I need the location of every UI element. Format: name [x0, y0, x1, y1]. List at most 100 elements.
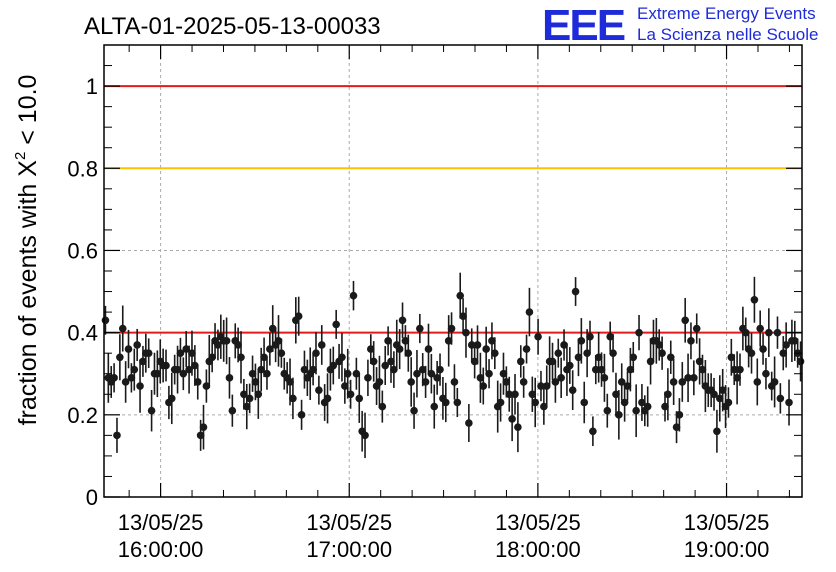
x-tick-time-label: 18:00:00	[495, 537, 581, 562]
data-point	[228, 406, 237, 415]
data-point	[741, 328, 750, 337]
data-points	[101, 272, 805, 459]
data-point	[554, 349, 563, 357]
data-point	[387, 357, 395, 366]
data-point	[251, 378, 260, 386]
data-point	[756, 324, 764, 333]
data-point	[309, 365, 317, 374]
data-point	[632, 406, 640, 415]
y-tick-label: 0.4	[67, 321, 98, 346]
data-point	[785, 398, 793, 407]
data-point	[736, 365, 744, 374]
data-point	[222, 337, 231, 345]
x-tick-time-label: 17:00:00	[306, 537, 392, 562]
data-point	[661, 402, 669, 411]
y-axis-label: fraction of events with X2 < 10.0	[12, 75, 42, 426]
data-point	[730, 365, 739, 374]
y-tick-label: 0.2	[67, 403, 98, 428]
data-point	[762, 369, 770, 378]
data-point	[770, 378, 779, 386]
y-tick-label: 0.8	[67, 156, 98, 181]
data-point	[459, 312, 467, 321]
data-point	[196, 431, 205, 440]
data-point	[765, 328, 773, 337]
data-point	[162, 361, 170, 370]
data-point	[315, 386, 323, 394]
data-point	[110, 374, 118, 382]
data-point	[658, 349, 666, 357]
data-point	[692, 324, 701, 333]
data-point	[410, 406, 418, 415]
data-point	[753, 378, 762, 386]
data-point	[116, 353, 124, 362]
x-tick-date-label: 13/05/25	[684, 510, 770, 535]
data-point	[750, 295, 759, 304]
data-point	[378, 402, 387, 411]
y-tick-label: 0.6	[67, 238, 98, 263]
data-point	[225, 374, 234, 382]
data-point	[167, 394, 176, 403]
data-point	[594, 353, 603, 362]
y-tick-label: 1	[86, 74, 98, 99]
data-point	[329, 361, 338, 370]
data-point	[424, 345, 433, 353]
axis-ticks: 00.20.40.60.8113/05/2516:00:0013/05/2517…	[67, 45, 802, 562]
data-point	[684, 374, 692, 382]
data-point	[179, 369, 188, 378]
data-point	[782, 341, 790, 349]
data-point	[574, 353, 583, 362]
data-point	[695, 357, 704, 366]
data-point	[467, 341, 476, 349]
data-point	[470, 357, 479, 366]
x-tick-date-label: 13/05/25	[306, 510, 392, 535]
data-point	[698, 365, 707, 374]
data-point	[364, 374, 372, 382]
data-point	[727, 353, 736, 362]
data-point	[516, 357, 525, 366]
data-point	[586, 332, 594, 341]
data-point	[514, 423, 522, 431]
data-point	[551, 378, 560, 386]
data-point	[208, 353, 216, 362]
data-point	[300, 365, 309, 374]
data-point	[191, 361, 199, 370]
y-axis-label-superscript: 2	[12, 152, 29, 160]
data-point	[444, 337, 453, 345]
data-point	[447, 324, 456, 333]
data-point	[381, 361, 390, 370]
x-tick-date-label: 13/05/25	[495, 510, 581, 535]
data-point	[724, 398, 733, 407]
data-point	[465, 419, 473, 427]
data-point	[568, 386, 577, 394]
data-point	[118, 324, 127, 333]
data-point	[317, 341, 326, 349]
y-axis-label-tail: < 10.0	[14, 75, 42, 152]
data-point	[274, 337, 283, 345]
data-point	[153, 369, 162, 378]
data-point	[560, 341, 568, 349]
data-point	[606, 332, 614, 341]
data-point	[612, 390, 620, 399]
data-point	[542, 382, 551, 390]
data-point	[441, 398, 450, 407]
data-point	[130, 365, 139, 374]
data-point	[343, 369, 352, 378]
data-point	[277, 349, 286, 357]
data-point	[646, 357, 655, 366]
data-point	[462, 328, 470, 337]
data-point	[263, 369, 271, 378]
data-point	[245, 394, 254, 403]
data-point	[534, 332, 542, 341]
data-point	[528, 390, 537, 399]
data-point	[136, 382, 144, 390]
data-point	[254, 390, 263, 399]
data-point	[643, 402, 652, 411]
data-point	[202, 382, 211, 390]
data-point	[297, 411, 306, 419]
data-point	[537, 382, 545, 390]
data-point	[678, 378, 687, 386]
plot-frame	[103, 44, 803, 498]
data-point	[655, 341, 664, 349]
data-point	[390, 365, 398, 374]
